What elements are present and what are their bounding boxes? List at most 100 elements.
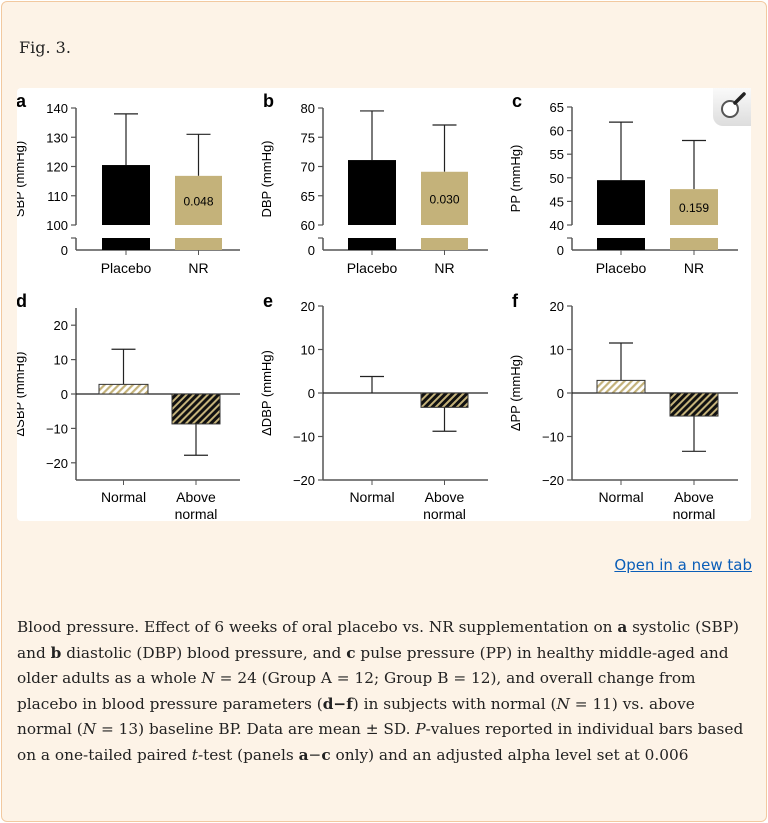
y-tick-label: 60 [301, 218, 315, 233]
y-tick-label: 0 [308, 386, 315, 401]
panel-label: d [17, 291, 27, 311]
y-tick-label: −10 [46, 421, 68, 436]
x-tick-label: normal [175, 506, 218, 521]
y-tick-label: 75 [301, 130, 315, 145]
bar-normal [596, 379, 646, 394]
bar-base [102, 238, 150, 250]
caption-segment: a [298, 745, 309, 764]
caption-segment: ) in subjects with normal ( [352, 694, 557, 713]
y-tick-label: 140 [46, 101, 68, 116]
y-tick-label: 70 [301, 160, 315, 175]
x-tick-label: normal [673, 506, 716, 521]
x-tick-label: NR [684, 260, 704, 276]
caption-segment: c [321, 745, 331, 764]
caption-segment: b [50, 643, 62, 662]
x-tick-label: Normal [101, 489, 146, 505]
x-tick-label: NR [434, 260, 454, 276]
y-tick-label: 55 [550, 147, 564, 162]
y-tick-label: −20 [293, 473, 315, 488]
panel-label: f [512, 291, 519, 311]
caption-segment: Blood pressure. Effect of 6 weeks of ora… [17, 618, 618, 636]
x-tick-label: Placebo [101, 260, 152, 276]
y-tick-label: 10 [54, 353, 68, 368]
bar-placebo [102, 165, 150, 225]
y-tick-label: 65 [301, 189, 315, 204]
bar-base [348, 238, 396, 250]
bar-base [175, 238, 222, 250]
y-tick-label: 0 [61, 387, 68, 402]
p-value-label: 0.048 [183, 194, 213, 208]
y-tick-label: 0 [308, 243, 315, 258]
y-tick-label: 20 [301, 299, 315, 314]
y-axis-label: ΔPP (mmHg) [508, 355, 523, 431]
caption-segment: diastolic (DBP) blood pressure, and [61, 643, 347, 662]
y-tick-label: 120 [46, 160, 68, 175]
bar-above-normal [420, 392, 469, 408]
caption-segment: a [617, 618, 628, 636]
x-tick-label: Placebo [347, 260, 398, 276]
caption-segment: = 13) baseline BP. Data are mean ± SD. [96, 720, 416, 738]
caption-segment: d−f [322, 694, 353, 713]
y-tick-label: 20 [54, 318, 68, 333]
caption-segment: N [556, 694, 570, 713]
caption-segment: -test (panels [197, 745, 299, 764]
bar-normal [98, 383, 149, 395]
magnifier-icon [721, 92, 746, 118]
caption-segment: N [201, 669, 215, 687]
y-tick-label: 65 [550, 100, 564, 115]
y-tick-label: 0 [61, 243, 68, 258]
x-tick-label: Normal [349, 489, 394, 505]
caption-segment: -values reported in individual bars base… [17, 720, 744, 764]
y-tick-label: 40 [550, 218, 564, 233]
y-tick-label: 45 [550, 194, 564, 209]
figure-image: a SBP (mmHg) 100 110 120 130 140 0 Placebo NR 0.04… [17, 88, 751, 521]
y-tick-label: 130 [46, 130, 68, 145]
panel-label: e [263, 291, 273, 311]
bar-base [670, 238, 718, 250]
y-tick-label: 10 [301, 343, 315, 358]
bar-placebo [597, 180, 645, 225]
x-tick-label: Placebo [596, 260, 647, 276]
y-axis-label: PP (mmHg) [508, 145, 523, 213]
y-tick-label: 0 [557, 243, 564, 258]
y-tick-label: 10 [550, 343, 564, 358]
zoom-button[interactable] [713, 88, 751, 126]
panel-label: a [17, 91, 27, 111]
caption-segment: systolic (SBP) and [17, 618, 740, 662]
y-axis-label: ΔDBP (mmHg) [259, 350, 274, 436]
y-tick-label: −10 [542, 430, 564, 445]
caption-segment: N [82, 720, 97, 738]
bar-nr [421, 171, 468, 225]
caption-segment: only) and an adjusted alpha level set at… [330, 745, 689, 764]
panel-label: c [512, 91, 522, 111]
y-tick-label: 100 [46, 218, 68, 233]
y-tick-label: −20 [46, 456, 68, 471]
bar-nr [175, 175, 222, 225]
y-tick-label: 20 [550, 299, 564, 314]
caption-segment: pulse pressure (PP) in healthy middle-ag… [17, 643, 729, 688]
bar-placebo [348, 160, 396, 225]
caption-segment: − [308, 745, 322, 764]
y-tick-label: 110 [47, 189, 68, 204]
y-tick-label: 80 [301, 101, 315, 116]
x-tick-label: Above [425, 489, 465, 505]
caption-segment: = 24 (Group A = 12; Group B = 12), and o… [17, 669, 696, 713]
open-in-new-tab-link[interactable]: Open in a new tab [614, 556, 752, 574]
p-value-label: 0.159 [679, 201, 709, 215]
bar-base [421, 238, 468, 250]
x-tick-label: Normal [598, 489, 643, 505]
p-value-label: 0.030 [429, 192, 459, 206]
y-tick-label: 60 [550, 124, 564, 139]
caption-segment: c [346, 643, 356, 662]
y-axis-label: ΔSBP (mmHg) [17, 351, 27, 436]
caption-segment: P [415, 720, 426, 738]
caption-segment: t [191, 745, 198, 764]
x-tick-label: Above [674, 489, 714, 505]
figure-label: Fig. 3. [19, 38, 71, 57]
y-tick-label: 0 [557, 386, 564, 401]
y-axis-label: SBP (mmHg) [17, 141, 27, 217]
bar-base [597, 238, 645, 250]
y-tick-label: −10 [293, 430, 315, 445]
x-tick-label: Above [176, 489, 216, 505]
